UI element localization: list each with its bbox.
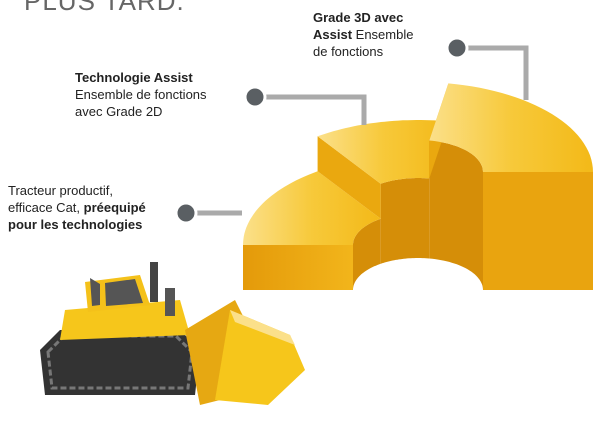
bold-text: pour les technologies xyxy=(8,217,142,232)
inner-wall xyxy=(381,178,430,264)
text-run: Ensemble xyxy=(352,27,413,42)
bold-text: Technologie Assist xyxy=(75,70,193,85)
cut-face xyxy=(483,172,593,290)
bold-text: préequipé xyxy=(84,200,146,215)
label: Tracteur productif, efficace Cat, préequi… xyxy=(8,183,146,232)
donut-graphic xyxy=(243,83,593,290)
infographic: PLUS TARD. Grade 3D avec Assist Ensemble d… xyxy=(0,0,601,423)
inner-wall xyxy=(429,141,483,291)
label: Grade 3D avec Assist Ensemble de fonctions xyxy=(313,10,413,59)
text-run: avec Grade 2D xyxy=(75,104,162,119)
bold-text: Assist xyxy=(313,27,353,42)
header-title: PLUS TARD. xyxy=(24,0,185,16)
label: Technologie Assist Ensemble de fonctions a… xyxy=(75,70,207,119)
text-run: efficace Cat, xyxy=(8,200,84,215)
bold-text: Grade 3D avec xyxy=(313,10,403,25)
cut-face xyxy=(243,245,353,290)
text-run: Ensemble de fonctions xyxy=(75,87,207,102)
text-run: Tracteur productif, xyxy=(8,183,113,198)
text-run: de fonctions xyxy=(313,44,384,59)
